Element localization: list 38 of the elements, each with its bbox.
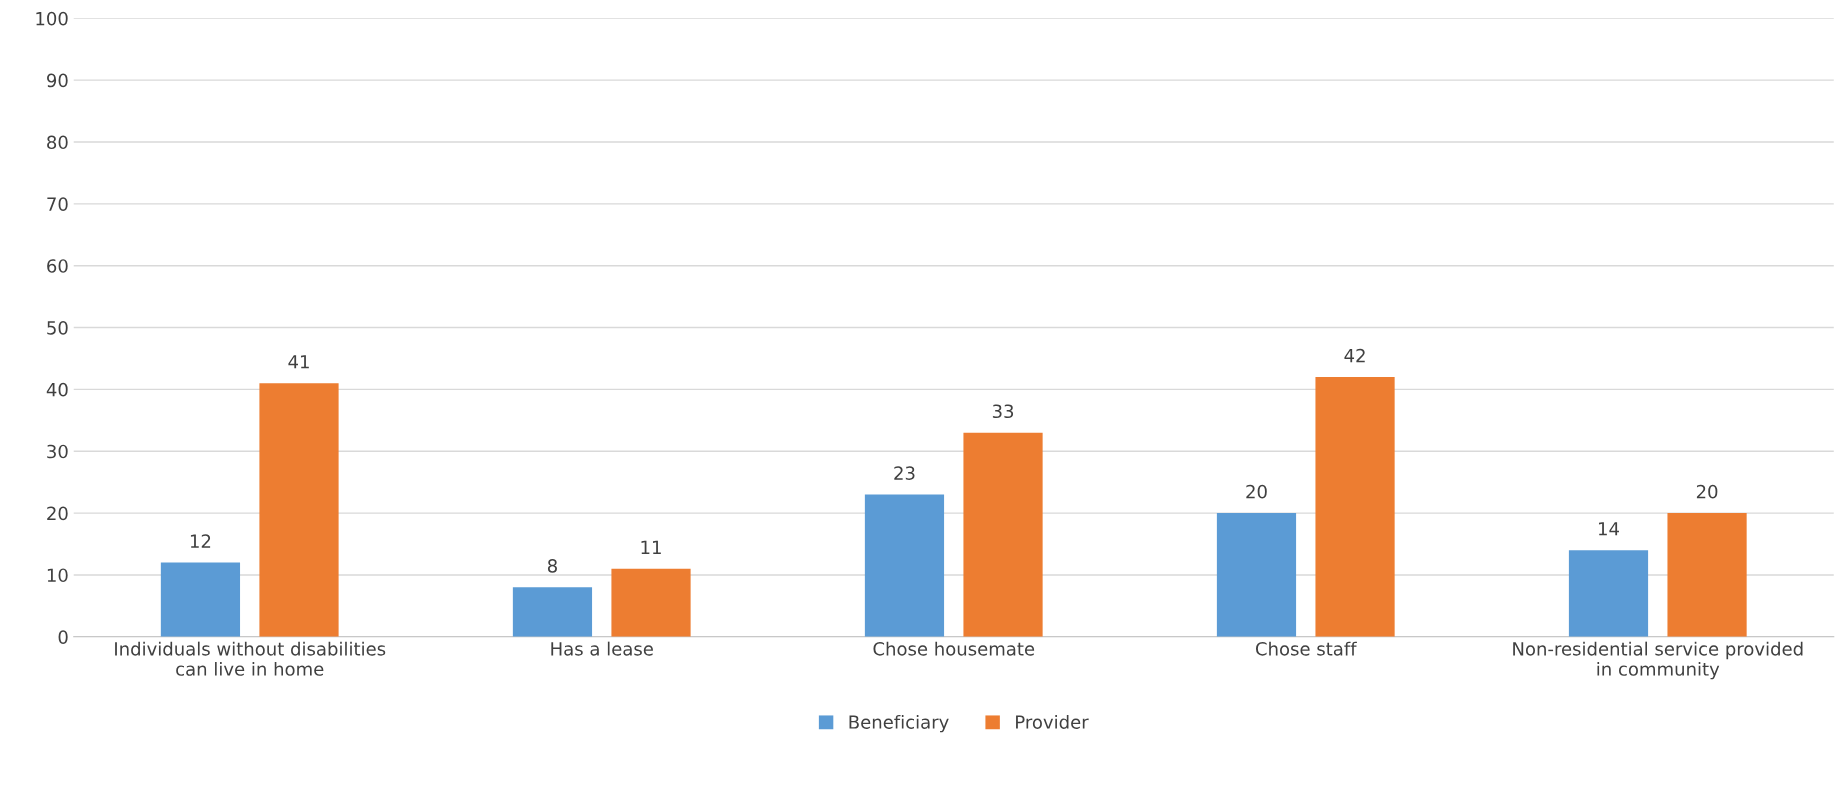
bar: [963, 432, 1043, 637]
y-tick-label: 50: [47, 321, 68, 335]
y-tick-label: 0: [58, 630, 68, 644]
bar: [512, 587, 593, 637]
data-label: 14: [1598, 522, 1619, 536]
x-tick-label: Individuals without disabilities can live in home: [115, 641, 386, 676]
data-label: 20: [1696, 484, 1718, 499]
y-tick-label: 20: [47, 506, 68, 521]
data-label: 20: [1246, 484, 1267, 499]
data-label: 23: [894, 466, 915, 480]
x-tick-label: Non-residential service provided in community: [1513, 641, 1803, 680]
y-tick-label: 90: [47, 73, 68, 88]
legend-label: Provider: [1016, 714, 1089, 729]
data-label: 42: [1344, 348, 1365, 363]
bar: [864, 494, 945, 637]
y-tick-label: 100: [36, 11, 68, 26]
y-tick-label: 80: [47, 135, 68, 150]
data-label: 11: [641, 540, 661, 554]
x-tick-label: Chose housemate: [873, 641, 1035, 656]
legend-label: Beneficiary: [849, 714, 949, 733]
y-tick-label: 40: [46, 382, 68, 397]
bar: [1216, 513, 1297, 637]
bar: [1568, 550, 1649, 637]
data-label: 41: [288, 355, 309, 369]
bar: [1315, 377, 1395, 637]
bar: [1667, 513, 1747, 637]
y-tick-label: 60: [47, 259, 68, 273]
data-label: 33: [992, 404, 1014, 419]
bar: [611, 568, 691, 637]
data-label: 12: [190, 534, 211, 548]
x-tick-label: Chose staff: [1255, 641, 1357, 656]
y-tick-label: 30: [47, 444, 68, 459]
data-label: 8: [547, 559, 557, 573]
bar: [259, 383, 339, 637]
y-tick-label: 70: [47, 197, 68, 211]
bar: [160, 562, 241, 637]
x-tick-label: Has a lease: [551, 641, 653, 656]
y-tick-label: 10: [47, 568, 68, 583]
